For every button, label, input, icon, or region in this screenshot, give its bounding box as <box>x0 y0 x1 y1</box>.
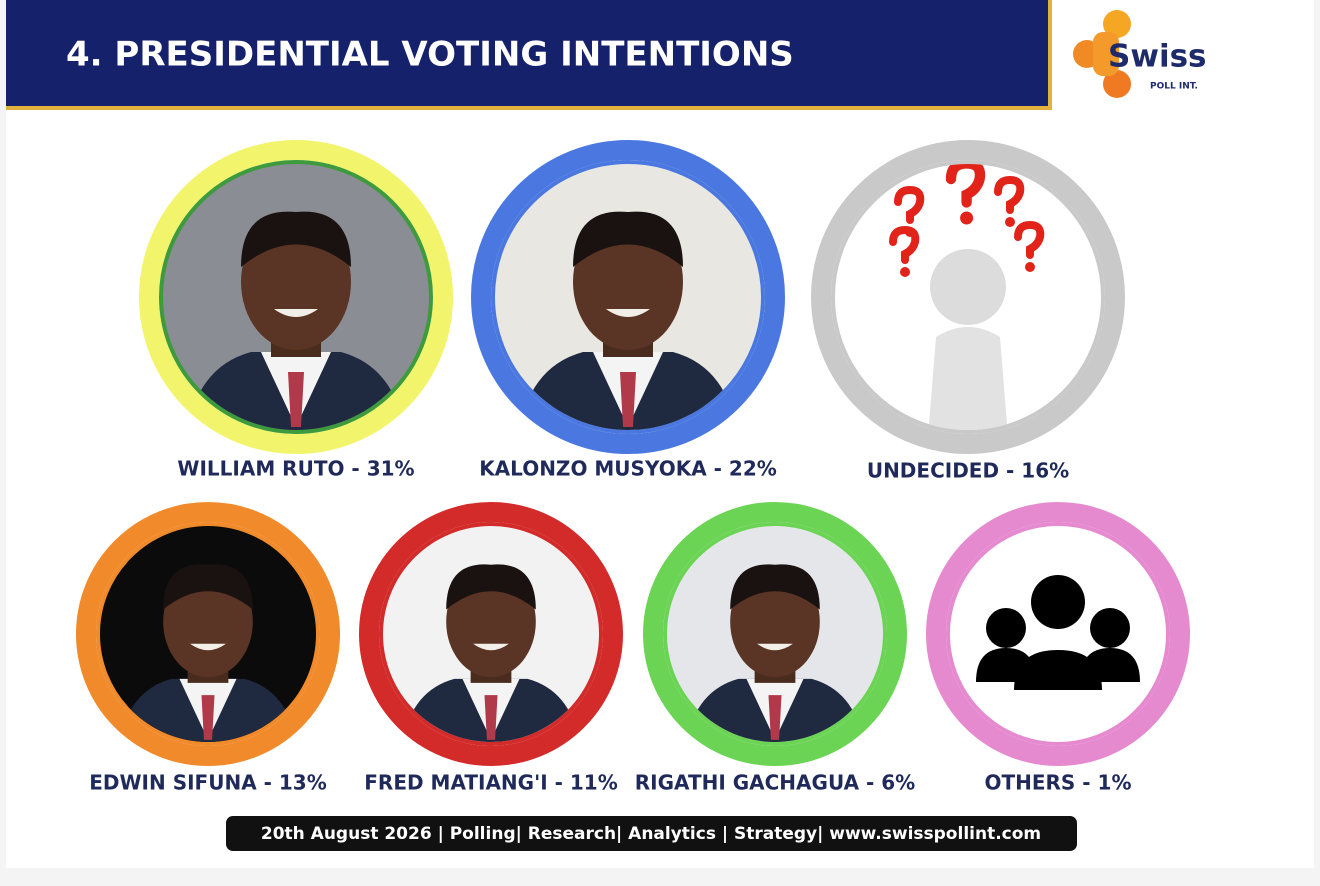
figure-head <box>930 249 1006 325</box>
question-mark <box>1014 220 1045 259</box>
candidate-card: FRED MATIANG'I - 11% <box>359 502 623 795</box>
candidate-card: KALONZO MUSYOKA - 22% <box>471 140 785 481</box>
figure-body <box>928 327 1008 430</box>
tie <box>201 695 215 740</box>
hair <box>446 564 536 610</box>
outer-ring <box>926 502 1190 766</box>
smile <box>757 643 793 651</box>
logo-icon <box>1073 10 1131 98</box>
candidate-label: OTHERS - 1% <box>984 771 1131 795</box>
hair <box>730 564 820 610</box>
header-title: 4. PRESIDENTIAL VOTING INTENTIONS <box>66 35 794 75</box>
outer-ring <box>76 502 340 766</box>
portrait <box>401 564 581 742</box>
outer-ring <box>359 502 623 766</box>
candidate-label: FRED MATIANG'I - 11% <box>364 771 618 795</box>
logo-name: Swiss <box>1108 39 1207 75</box>
portrait <box>186 211 406 430</box>
candidate-card: EDWIN SIFUNA - 13% <box>76 502 340 795</box>
group-head <box>1031 575 1085 629</box>
candidate-label: UNDECIDED - 16% <box>867 459 1069 483</box>
candidate-label: KALONZO MUSYOKA - 22% <box>479 457 777 481</box>
tie <box>768 695 782 740</box>
question-dot <box>960 211 974 225</box>
header-bar <box>6 0 1048 106</box>
question-mark <box>994 175 1025 214</box>
group-head <box>986 608 1026 648</box>
tie <box>484 695 498 740</box>
candidate-label: EDWIN SIFUNA - 13% <box>89 771 327 795</box>
hair <box>573 211 683 267</box>
candidates: WILLIAM RUTO - 31% KALONZO MUSYOKA - 22% U… <box>76 140 1190 795</box>
outer-ring <box>643 502 907 766</box>
smile <box>606 309 650 317</box>
hair <box>163 564 253 610</box>
hair <box>241 211 351 267</box>
portrait <box>518 211 738 430</box>
outer-ring <box>471 140 785 454</box>
candidate-card: RIGATHI GACHAGUA - 6% <box>635 502 915 795</box>
question-dot <box>900 267 910 277</box>
portrait <box>118 564 298 742</box>
portrait <box>685 564 865 742</box>
tie <box>620 372 636 427</box>
logo-tagline: POLL INT. <box>1150 82 1198 92</box>
candidate-label: WILLIAM RUTO - 31% <box>177 457 414 481</box>
smile <box>190 643 226 651</box>
smile <box>274 309 318 317</box>
candidate-card: OTHERS - 1% <box>926 502 1190 795</box>
candidate-card: UNDECIDED - 16% <box>811 140 1125 483</box>
inner-ring <box>946 522 1170 746</box>
tie <box>288 372 304 427</box>
portrait <box>976 575 1140 690</box>
smile <box>473 643 509 651</box>
question-mark <box>945 164 986 208</box>
footer-pill <box>226 816 1077 851</box>
question-mark <box>889 225 920 264</box>
question-mark <box>894 185 925 224</box>
footer-text: 20th August 2026 | Polling| Research| An… <box>261 824 1041 844</box>
candidate-label: RIGATHI GACHAGUA - 6% <box>635 771 915 795</box>
outer-ring <box>811 140 1125 454</box>
group-head <box>1090 608 1130 648</box>
question-dot <box>1005 217 1015 227</box>
portrait <box>889 164 1045 430</box>
question-dot <box>1025 262 1035 272</box>
candidate-card: WILLIAM RUTO - 31% <box>139 140 453 481</box>
group-body <box>976 648 1140 690</box>
outer-ring <box>139 140 453 454</box>
